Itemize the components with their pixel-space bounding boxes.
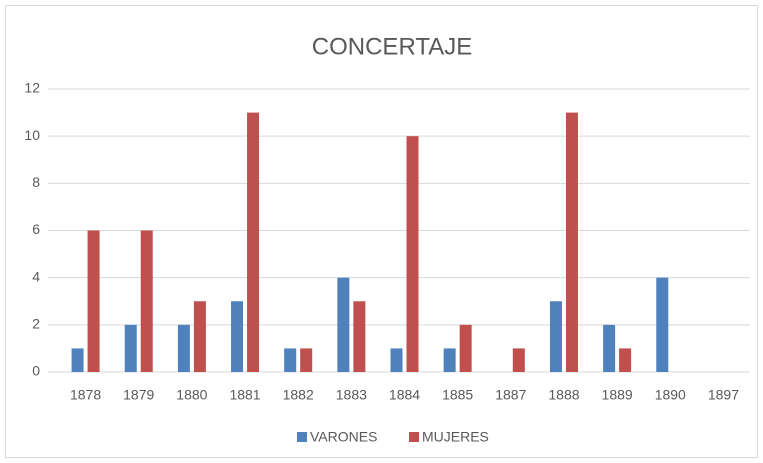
- legend-swatch: [409, 432, 419, 442]
- bar: [87, 230, 100, 372]
- x-tick-label: 1878: [70, 387, 101, 403]
- bar: [300, 348, 313, 372]
- bar: [177, 324, 190, 372]
- bar: [565, 112, 578, 372]
- bar: [443, 348, 456, 372]
- x-tick-label: 1897: [708, 387, 739, 403]
- bar: [390, 348, 403, 372]
- x-tick-label: 1885: [442, 387, 473, 403]
- chart-frame: [5, 5, 758, 458]
- bar: [656, 277, 669, 372]
- x-tick-label: 1887: [495, 387, 526, 403]
- x-tick-label: 1889: [602, 387, 633, 403]
- x-tick-label: 1879: [123, 387, 154, 403]
- y-tick-label: 6: [32, 221, 40, 237]
- y-tick-label: 12: [24, 80, 40, 96]
- bar: [284, 348, 297, 372]
- bar: [337, 277, 350, 372]
- bar: [193, 301, 206, 372]
- legend-label: VARONES: [310, 429, 377, 445]
- bar: [71, 348, 84, 372]
- bar: [603, 324, 616, 372]
- bar: [459, 324, 472, 372]
- bar: [140, 230, 153, 372]
- y-tick-label: 10: [24, 127, 40, 143]
- bar: [549, 301, 562, 372]
- chart-title: CONCERTAJE: [312, 33, 472, 60]
- bar: [512, 348, 525, 372]
- bar: [619, 348, 632, 372]
- x-tick-label: 1882: [283, 387, 314, 403]
- x-tick-label: 1881: [229, 387, 260, 403]
- x-tick-label: 1884: [389, 387, 420, 403]
- legend-swatch: [297, 432, 307, 442]
- y-tick-label: 8: [32, 174, 40, 190]
- y-tick-label: 0: [32, 363, 40, 379]
- bar: [247, 112, 260, 372]
- x-tick-label: 1888: [548, 387, 579, 403]
- bar: [231, 301, 244, 372]
- bar: [353, 301, 366, 372]
- x-tick-label: 1883: [336, 387, 367, 403]
- bar: [124, 324, 137, 372]
- legend-label: MUJERES: [422, 429, 489, 445]
- x-tick-label: 1890: [655, 387, 686, 403]
- bar: [406, 136, 419, 372]
- y-tick-label: 2: [32, 316, 40, 332]
- x-tick-label: 1880: [176, 387, 207, 403]
- y-tick-label: 4: [32, 268, 40, 284]
